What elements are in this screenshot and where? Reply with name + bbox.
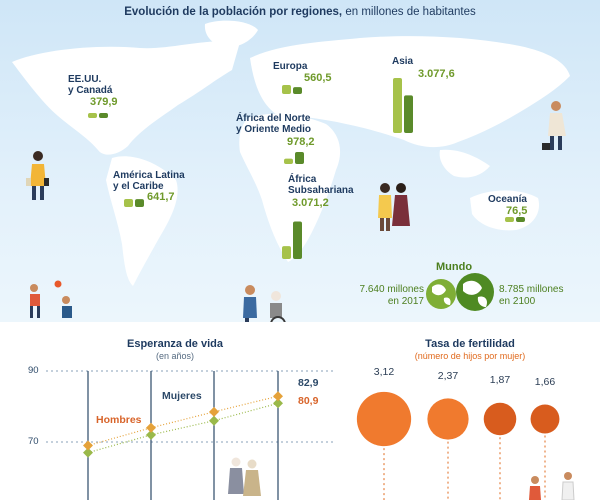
life-marker-men-0 bbox=[83, 447, 93, 458]
population-bar-b-5 bbox=[293, 221, 302, 259]
life-marker-men-1 bbox=[146, 429, 156, 440]
life-marker-men-2 bbox=[209, 415, 219, 426]
south-america-shape bbox=[106, 156, 178, 286]
fertility-value-2: 2,37 bbox=[437, 370, 459, 382]
europe-asia-shape bbox=[250, 36, 570, 148]
population-bar-b-6 bbox=[516, 217, 525, 222]
population-bar-b-3 bbox=[295, 152, 304, 164]
region-value-asia: 3.077,6 bbox=[418, 68, 455, 80]
world-2017-label: 7.640 millones en 2017 bbox=[359, 284, 424, 307]
region-value-sub-saharan-africa: 3.071,2 bbox=[292, 197, 329, 209]
region-label-north-africa-middle-east: África del Norte y Oriente Medio bbox=[236, 113, 312, 135]
life-line-men bbox=[87, 402, 279, 454]
life-marker-women-1 bbox=[146, 422, 156, 433]
life-marker-women-0 bbox=[83, 440, 93, 451]
life-marker-men-3 bbox=[273, 398, 283, 409]
men-value: 80,9 bbox=[298, 395, 319, 407]
world-2100-label: 8.785 millones en 2100 bbox=[499, 284, 564, 307]
map-title: Evolución de la población por regiones, … bbox=[0, 6, 600, 18]
map-panel: Evolución de la población por regiones, … bbox=[0, 0, 600, 322]
africa-shape bbox=[239, 113, 341, 262]
population-bar-a-4 bbox=[124, 199, 133, 207]
north-america-shape bbox=[12, 41, 240, 155]
world-globe-2100-icon bbox=[456, 273, 494, 311]
women-label: Mujeres bbox=[162, 390, 202, 402]
fertility-value-3: 1,87 bbox=[489, 374, 511, 386]
fertility-title: Tasa de fertilidad bbox=[425, 338, 515, 350]
population-bar-a-2 bbox=[393, 78, 402, 133]
map-title-rest: en millones de habitantes bbox=[342, 6, 476, 18]
elderly-couple-illustration bbox=[228, 457, 575, 500]
region-value-europe: 560,5 bbox=[304, 72, 332, 84]
region-value-latin-america: 641,7 bbox=[147, 191, 175, 203]
women-value: 82,9 bbox=[298, 377, 319, 389]
population-bar-b-0 bbox=[99, 113, 108, 118]
fertility-circle-3 bbox=[530, 404, 560, 434]
life-tick-70: 70 bbox=[28, 436, 39, 447]
population-bar-a-5 bbox=[282, 246, 291, 259]
population-bar-a-1 bbox=[282, 84, 291, 94]
men-label: Hombres bbox=[96, 414, 142, 426]
region-label-sub-saharan-africa: África Subsahariana bbox=[288, 174, 354, 196]
region-value-oceania: 76,5 bbox=[506, 205, 528, 217]
fertility-circle-0 bbox=[356, 391, 412, 447]
population-bar-b-4 bbox=[135, 199, 144, 207]
population-bar-b-2 bbox=[404, 95, 413, 133]
life-title: Esperanza de vida bbox=[127, 338, 223, 350]
fertility-circles bbox=[356, 391, 560, 500]
world-map bbox=[12, 20, 570, 322]
region-label-oceania: Oceanía bbox=[488, 194, 527, 205]
world-globe-2017-icon bbox=[426, 279, 456, 309]
life-tick-90: 90 bbox=[28, 365, 39, 376]
fertility-value-4: 1,66 bbox=[534, 376, 556, 388]
life-marker-women-3 bbox=[273, 391, 283, 402]
region-label-usa-canada: EE.UU. y Canadá bbox=[68, 74, 113, 96]
population-bar-a-0 bbox=[88, 113, 97, 118]
fertility-subtitle: (número de hijos por mujer) bbox=[414, 351, 526, 361]
region-value-north-africa-middle-east: 978,2 bbox=[287, 136, 315, 148]
life-marker-women-2 bbox=[209, 406, 219, 417]
population-bar-a-3 bbox=[284, 158, 293, 164]
fertility-circle-2 bbox=[483, 402, 517, 436]
fertility-circle-1 bbox=[427, 398, 469, 440]
world-title: Mundo bbox=[436, 261, 473, 273]
fertility-value-1: 3,12 bbox=[373, 366, 395, 378]
population-bar-b-1 bbox=[293, 87, 302, 94]
population-bars bbox=[88, 78, 525, 259]
region-label-latin-america: América Latina y el Caribe bbox=[113, 170, 185, 192]
map-title-main: Evolución de la población por regiones, bbox=[124, 6, 343, 18]
region-label-asia: Asia bbox=[392, 56, 414, 67]
person-illustrations bbox=[26, 101, 566, 322]
continents bbox=[12, 20, 570, 286]
southeast-asia-shape bbox=[439, 149, 490, 178]
region-label-europe: Europa bbox=[273, 61, 308, 72]
population-bar-a-6 bbox=[505, 217, 514, 222]
region-value-usa-canada: 379,9 bbox=[90, 96, 118, 108]
greenland-shape bbox=[204, 20, 258, 48]
life-subtitle: (en años) bbox=[155, 351, 195, 361]
